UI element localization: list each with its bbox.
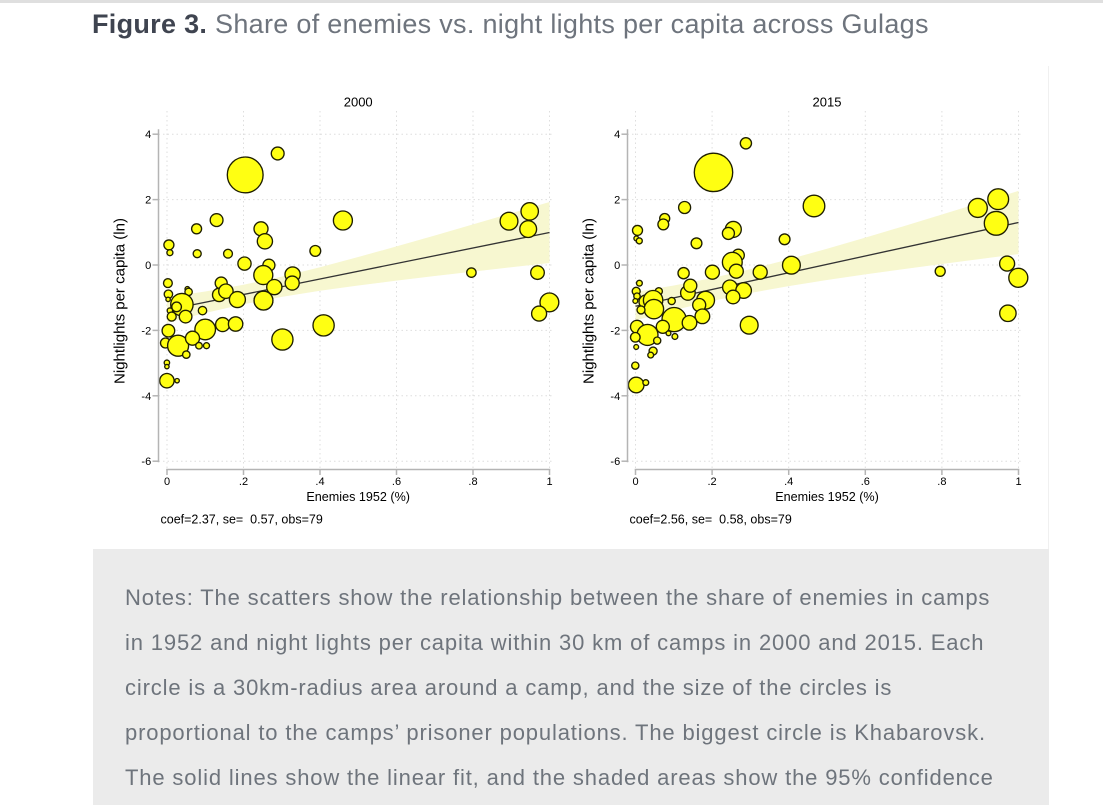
svg-text:2: 2 xyxy=(145,195,151,207)
svg-text:-2: -2 xyxy=(141,325,151,337)
svg-text:-6: -6 xyxy=(141,456,151,468)
svg-text:coef=2.56, se= 0.58, obs=79: coef=2.56, se= 0.58, obs=79 xyxy=(630,513,792,527)
svg-text:-2: -2 xyxy=(610,325,620,337)
svg-text:0: 0 xyxy=(614,260,620,272)
svg-text:1: 1 xyxy=(1015,476,1021,488)
svg-text:.4: .4 xyxy=(315,476,324,488)
svg-text:4: 4 xyxy=(614,129,620,141)
svg-text:2000: 2000 xyxy=(344,95,373,110)
svg-text:0: 0 xyxy=(632,476,638,488)
svg-text:Nightlights per capita (ln): Nightlights per capita (ln) xyxy=(112,218,129,384)
svg-text:2015: 2015 xyxy=(813,95,842,110)
svg-text:2: 2 xyxy=(614,195,620,207)
svg-text:0: 0 xyxy=(164,476,170,488)
svg-text:.4: .4 xyxy=(784,476,793,488)
svg-text:.6: .6 xyxy=(861,476,870,488)
svg-text:.2: .2 xyxy=(708,476,717,488)
svg-text:0: 0 xyxy=(145,260,151,272)
svg-text:.8: .8 xyxy=(468,476,477,488)
svg-text:.2: .2 xyxy=(239,476,248,488)
svg-text:4: 4 xyxy=(145,129,151,141)
svg-text:coef=2.37, se= 0.57, obs=79: coef=2.37, se= 0.57, obs=79 xyxy=(161,513,323,527)
svg-text:-6: -6 xyxy=(610,456,620,468)
svg-text:.6: .6 xyxy=(392,476,401,488)
svg-text:-4: -4 xyxy=(610,391,620,403)
svg-text:Nightlights per capita (ln): Nightlights per capita (ln) xyxy=(581,218,598,384)
svg-text:Enemies 1952 (%): Enemies 1952 (%) xyxy=(775,490,879,504)
svg-text:Enemies 1952 (%): Enemies 1952 (%) xyxy=(306,490,410,504)
svg-text:-4: -4 xyxy=(141,391,151,403)
svg-text:.8: .8 xyxy=(937,476,946,488)
svg-text:1: 1 xyxy=(546,476,552,488)
